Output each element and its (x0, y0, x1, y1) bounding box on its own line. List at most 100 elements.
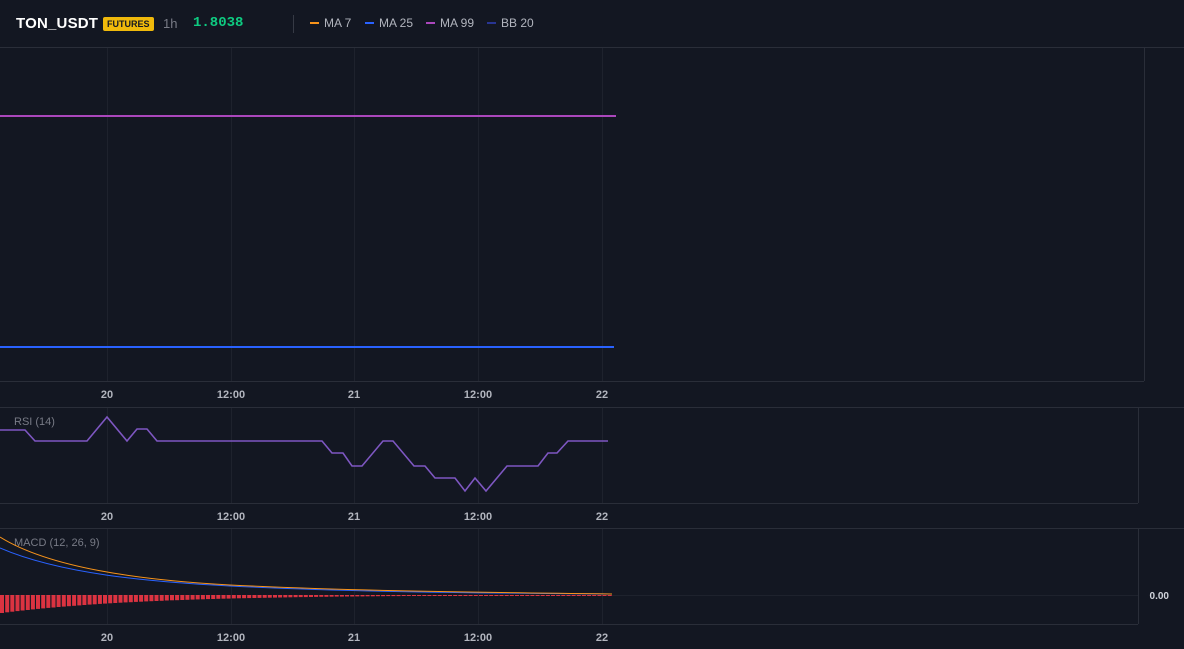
time-tick: 12:00 (217, 511, 245, 523)
macd-histogram-bar (159, 595, 164, 601)
macd-pane[interactable]: MACD (12, 26, 9) 0.00 (0, 529, 1169, 625)
macd-histogram-bar (422, 595, 427, 596)
legend-ma99-label: MA 99 (440, 16, 475, 30)
macd-histogram-bar (36, 595, 40, 609)
time-tick: 12:00 (217, 632, 245, 644)
macd-histogram-bar (293, 595, 298, 598)
macd-histogram-bar (525, 595, 530, 596)
macd-histogram-bar (535, 595, 540, 596)
macd-histogram-bar (185, 595, 190, 600)
macd-histogram-bar (262, 595, 267, 598)
time-tick: 22 (596, 511, 608, 523)
macd-histogram-bar (556, 595, 561, 596)
interval-label[interactable]: 1h (163, 16, 178, 31)
macd-grid (0, 529, 1138, 624)
macd-histogram-bar (607, 595, 612, 596)
macd-histogram-bar (401, 595, 406, 596)
time-tick: 12:00 (464, 389, 492, 401)
macd-histogram-bar (515, 595, 519, 596)
macd-histogram-bar (406, 595, 411, 596)
time-tick: 12:00 (464, 511, 492, 523)
macd-histogram-bar (242, 595, 247, 599)
rsi-grid (107, 408, 603, 503)
macd-histogram-bar (231, 595, 236, 599)
macd-histogram (0, 595, 612, 613)
macd-histogram-bar (56, 595, 61, 607)
macd-line (0, 536, 613, 595)
macd-histogram-bar (360, 595, 365, 597)
macd-histogram-bar (314, 595, 319, 597)
time-tick: 20 (101, 511, 113, 523)
macd-histogram-bar (180, 595, 185, 600)
macd-histogram-bar (0, 595, 4, 613)
macd-histogram-bar (494, 595, 499, 596)
macd-histogram-bar (478, 595, 483, 596)
macd-histogram-bar (139, 595, 144, 602)
time-axis-rsi: 20 12:00 21 12:00 22 (101, 511, 608, 523)
macd-histogram-bar (133, 595, 138, 602)
macd-histogram-bar (206, 595, 210, 600)
legend-ma25[interactable]: MA 25 (365, 16, 413, 30)
legend-bb20[interactable]: BB 20 (487, 16, 534, 30)
macd-histogram-bar (437, 595, 442, 596)
macd-histogram-bar (365, 595, 370, 597)
macd-histogram-bar (283, 595, 288, 598)
macd-histogram-bar (412, 595, 416, 596)
macd-histogram-bar (329, 595, 334, 597)
ma25-swatch (365, 22, 374, 24)
macd-histogram-bar (41, 595, 46, 609)
macd-histogram-bar (257, 595, 262, 598)
macd-histogram-bar (5, 595, 10, 613)
time-tick: 20 (101, 389, 113, 401)
macd-histogram-bar (195, 595, 200, 600)
rsi-pane[interactable]: RSI (14) (0, 408, 1139, 504)
macd-histogram-bar (355, 595, 360, 597)
macd-histogram-bar (396, 595, 401, 597)
macd-histogram-bar (319, 595, 324, 597)
header-divider (293, 15, 294, 33)
macd-histogram-bar (509, 595, 514, 596)
macd-histogram-bar (463, 595, 468, 596)
symbol-title[interactable]: TON_USDT (16, 15, 99, 32)
chart-canvas[interactable]: 20 12:00 21 12:00 22 RSI (14) 20 12:00 2… (0, 48, 1184, 649)
macd-histogram-bar (386, 595, 391, 597)
time-tick: 12:00 (217, 389, 245, 401)
macd-histogram-bar (571, 595, 576, 596)
macd-histogram-bar (278, 595, 283, 598)
legend-ma99[interactable]: MA 99 (426, 16, 474, 30)
macd-histogram-bar (144, 595, 149, 602)
macd-histogram-bar (46, 595, 51, 608)
macd-histogram-bar (370, 595, 375, 597)
macd-histogram-bar (453, 595, 458, 596)
macd-histogram-bar (504, 595, 509, 596)
macd-histogram-bar (15, 595, 20, 612)
macd-histogram-bar (236, 595, 241, 599)
macd-histogram-bar (345, 595, 349, 597)
last-price: 1.8038 (193, 15, 244, 31)
macd-histogram-bar (540, 595, 545, 596)
legend-ma7[interactable]: MA 7 (310, 16, 351, 30)
macd-histogram-bar (520, 595, 525, 596)
macd-histogram-bar (149, 595, 154, 602)
macd-histogram-bar (252, 595, 257, 598)
macd-histogram-bar (545, 595, 550, 596)
main-grid (107, 48, 603, 381)
macd-histogram-bar (108, 595, 113, 604)
time-axis-macd: 20 12:00 21 12:00 22 (101, 632, 608, 644)
macd-histogram-bar (417, 595, 422, 596)
macd-histogram-bar (10, 595, 15, 612)
rsi-line (0, 415, 608, 493)
rsi-label: RSI (14) (14, 416, 55, 428)
macd-histogram-bar (97, 595, 102, 604)
main-pane[interactable] (0, 48, 1145, 382)
macd-histogram-bar (190, 595, 195, 600)
bb20-swatch (487, 22, 496, 24)
macd-histogram-bar (442, 595, 447, 596)
macd-histogram-bar (51, 595, 56, 608)
macd-histogram-bar (72, 595, 77, 606)
macd-histogram-bar (473, 595, 478, 596)
macd-histogram-bar (561, 595, 566, 596)
macd-histogram-bar (221, 595, 226, 599)
macd-histogram-bar (92, 595, 97, 605)
macd-histogram-bar (458, 595, 463, 596)
